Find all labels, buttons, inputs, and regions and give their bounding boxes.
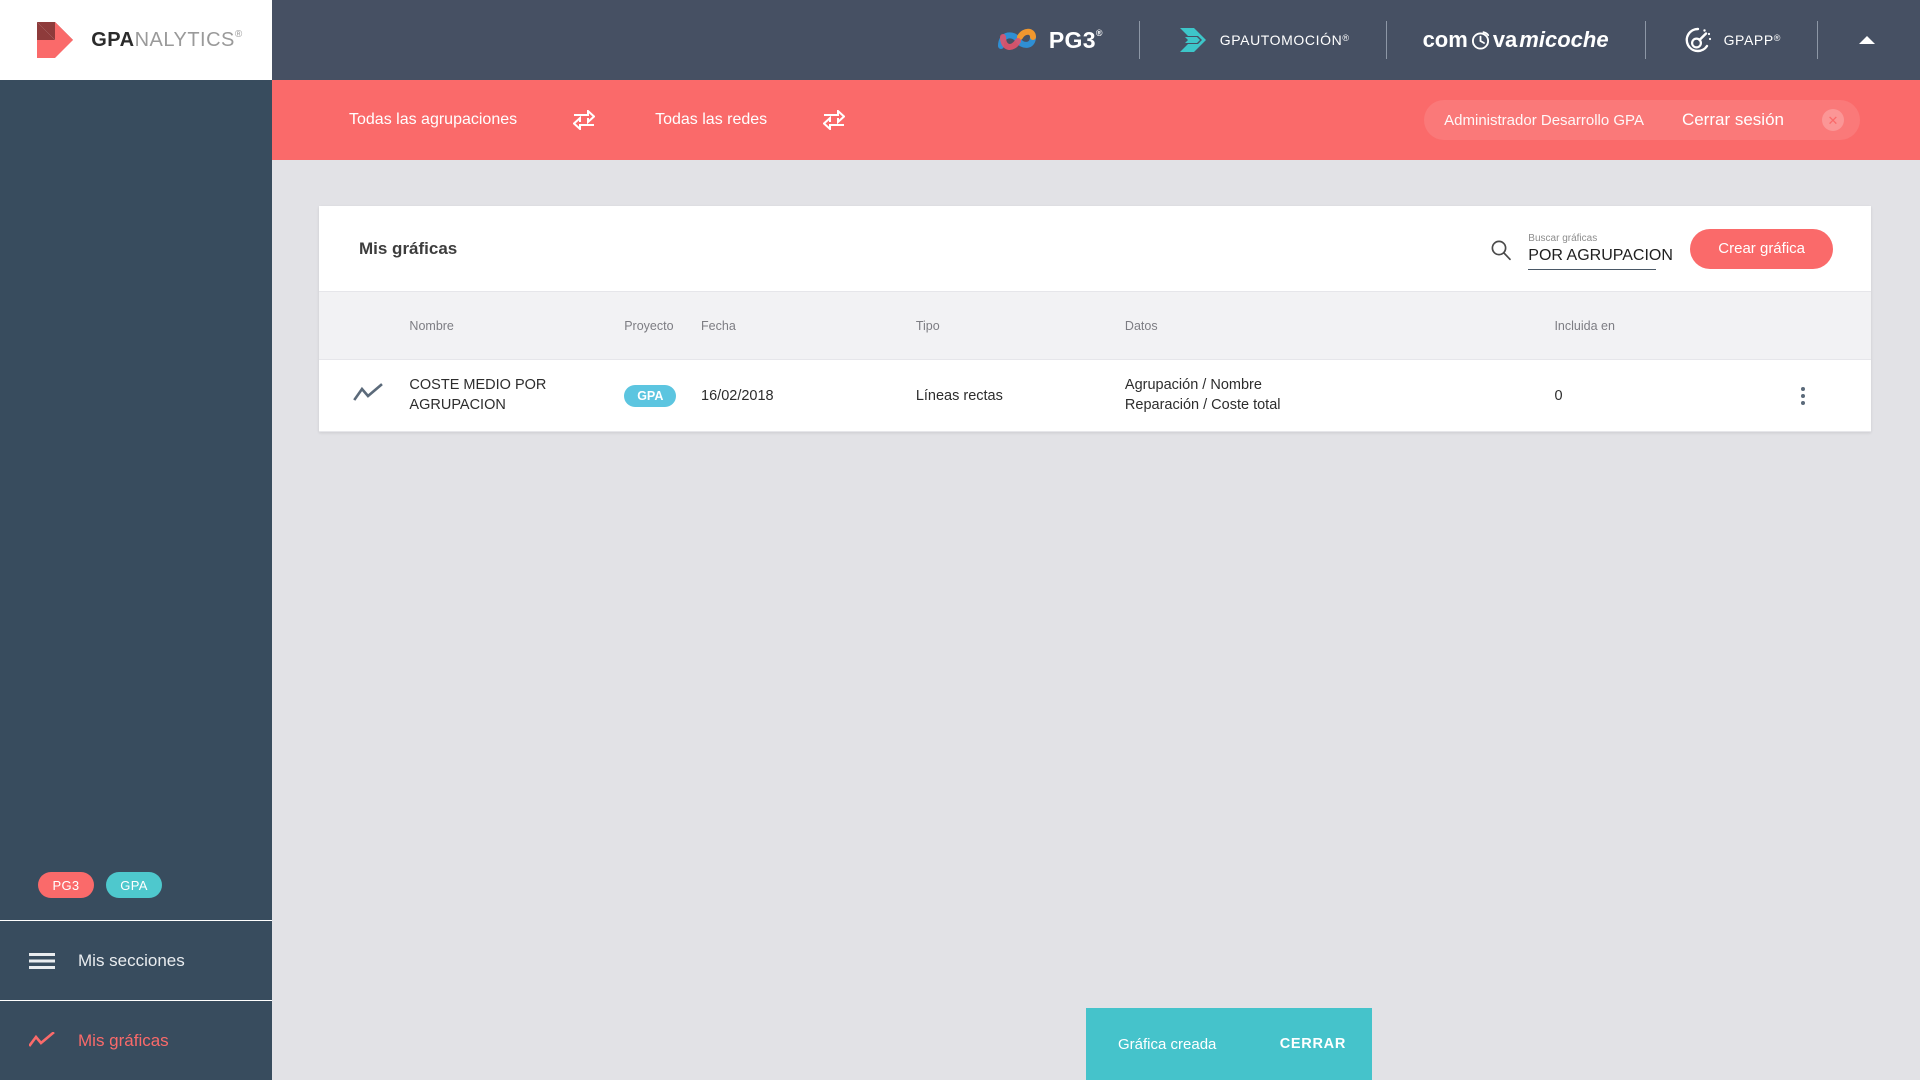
logout-button[interactable]: Cerrar sesión	[1681, 110, 1784, 129]
column-header-datos[interactable]: Datos	[1124, 291, 1555, 360]
caret-up-icon	[1859, 36, 1875, 44]
card-header-actions: Buscar gráficas POR AGRUPACION Crear grá…	[1490, 227, 1871, 270]
status-badge: GPA	[624, 384, 677, 407]
brand-gpautomocion[interactable]: GPAUTOMOCIÓN ®	[1140, 25, 1386, 55]
search-group: Buscar gráficas POR AGRUPACION	[1490, 227, 1673, 270]
row-actions-cell	[1735, 360, 1871, 432]
brand-separator	[1138, 21, 1140, 59]
gpanalytics-mark-icon	[37, 22, 74, 58]
sidebar: GPA NALYTICS ® PG3 GPA Mis secciones	[0, 0, 272, 1080]
sidebar-badge-pg3[interactable]: PG3	[38, 872, 94, 898]
session-user-label: Administrador Desarrollo GPA	[1444, 111, 1644, 129]
line-chart-icon	[353, 382, 383, 409]
top-bar: PG3 ® GPAUTOMOCIÓN ® com	[272, 0, 1920, 80]
row-datos-line-1: Agrupación / Nombre	[1124, 377, 1262, 394]
row-proyecto-cell: GPA	[624, 360, 701, 432]
brand-separator	[1817, 21, 1818, 59]
column-header-fecha[interactable]: Fecha	[701, 291, 916, 360]
table-body: COSTE MEDIO POR AGRUPACION GPA 16/02/201…	[319, 359, 1871, 432]
gpanalytics-logo: GPA NALYTICS ®	[29, 18, 243, 62]
page-title: Mis gráficas	[359, 238, 458, 258]
swap-icon	[823, 110, 846, 130]
brand-separator	[1644, 21, 1646, 59]
row-datos-line-2: Reparación / Coste total	[1124, 396, 1281, 413]
brand-pg3[interactable]: PG3 ®	[961, 25, 1139, 55]
row-incluida-en: 0	[1554, 387, 1563, 404]
search-input[interactable]: POR AGRUPACION	[1528, 247, 1673, 270]
sidebar-item-label-mis-secciones: Mis secciones	[78, 950, 185, 970]
close-circle-icon[interactable]: ✕	[1822, 109, 1844, 131]
collapse-topbar-button[interactable]	[1818, 34, 1920, 46]
kebab-menu-icon[interactable]	[1735, 386, 1871, 405]
logo-text-light: NALYTICS	[134, 28, 235, 51]
brand-label-pg3: PG3 ®	[1048, 26, 1103, 53]
column-header-tipo[interactable]: Tipo	[915, 291, 1125, 360]
swap-icon	[573, 110, 596, 130]
row-nombre: COSTE MEDIO POR AGRUPACION	[409, 377, 547, 413]
graficas-table: Nombre Proyecto Fecha Tipo Datos Incluid…	[319, 291, 1871, 432]
search-icon[interactable]	[1490, 239, 1512, 270]
column-header-actions	[1735, 291, 1871, 360]
brand-separator	[1385, 21, 1387, 59]
vamicoche-clock-icon	[1471, 30, 1489, 50]
sidebar-logo[interactable]: GPA NALYTICS ®	[0, 0, 272, 80]
filter-agrupaciones[interactable]: Todas las agrupaciones	[349, 110, 596, 130]
search-field[interactable]: Buscar gráficas POR AGRUPACION	[1528, 227, 1673, 270]
sidebar-item-mis-graficas[interactable]: Mis gráficas	[0, 1000, 272, 1080]
line-chart-icon	[28, 1031, 56, 1050]
snackbar-message: Gráfica creada	[1118, 1035, 1217, 1053]
gpautomocion-arrow-icon	[1179, 28, 1206, 52]
column-header-nombre[interactable]: Nombre	[409, 291, 625, 360]
sidebar-badge-gpa[interactable]: GPA	[106, 872, 162, 898]
filter-redes-label: Todas las redes	[655, 111, 768, 128]
hamburger-icon	[28, 952, 56, 970]
crear-grafica-button[interactable]: Crear gráfica	[1690, 228, 1833, 269]
main-content: Mis gráficas Buscar gráficas POR AGRUPAC…	[272, 160, 1920, 1080]
column-header-incluida-en[interactable]: Incluida en	[1554, 291, 1736, 360]
gpapp-gauge-icon	[1685, 27, 1711, 53]
snackbar-close-button[interactable]: CERRAR	[1279, 1036, 1346, 1052]
snackbar: Gráfica creada CERRAR	[1086, 1008, 1372, 1080]
logo-registered-mark: ®	[234, 28, 243, 40]
row-chart-type-icon-cell	[319, 360, 409, 432]
row-datos: Agrupación / Nombre Reparación / Coste t…	[1125, 360, 1555, 432]
card-header: Mis gráficas Buscar gráficas POR AGRUPAC…	[319, 206, 1871, 291]
sidebar-spacer	[0, 80, 272, 872]
brand-label-comovamicoche: com va micoche	[1422, 27, 1609, 52]
sidebar-item-mis-secciones[interactable]: Mis secciones	[0, 920, 272, 1000]
row-fecha: 16/02/2018	[701, 387, 774, 404]
search-input-label: Buscar gráficas	[1528, 233, 1598, 244]
mis-graficas-card: Mis gráficas Buscar gráficas POR AGRUPAC…	[319, 206, 1871, 432]
sidebar-item-label-mis-graficas: Mis gráficas	[78, 1030, 169, 1050]
filter-bar: Todas las agrupaciones Todas las redes A…	[272, 80, 1920, 160]
sidebar-project-badges: PG3 GPA	[0, 872, 272, 920]
brand-gpapp[interactable]: GPAPP ®	[1646, 25, 1817, 55]
filter-agrupaciones-label: Todas las agrupaciones	[349, 111, 518, 128]
column-header-proyecto[interactable]: Proyecto	[624, 291, 702, 360]
brand-switcher: PG3 ® GPAUTOMOCIÓN ® com	[961, 21, 1920, 59]
session-container: Administrador Desarrollo GPA Cerrar sesi…	[1424, 100, 1860, 140]
brand-comovamicoche[interactable]: com va micoche	[1387, 27, 1645, 53]
brand-label-gpapp: GPAPP ®	[1723, 32, 1781, 48]
column-header-icon	[319, 291, 410, 360]
filter-redes[interactable]: Todas las redes	[655, 110, 846, 130]
table-row[interactable]: COSTE MEDIO POR AGRUPACION GPA 16/02/201…	[319, 359, 1871, 432]
row-tipo: Líneas rectas	[915, 387, 1003, 404]
pg3-infinity-icon	[997, 28, 1036, 50]
logo-text-bold: GPA	[91, 28, 135, 51]
brand-label-gpautomocion: GPAUTOMOCIÓN ®	[1219, 32, 1350, 48]
search-input-value: POR AGRUPACION	[1528, 247, 1673, 264]
table-header-row: Nombre Proyecto Fecha Tipo Datos Incluid…	[319, 291, 1871, 360]
table-head: Nombre Proyecto Fecha Tipo Datos Incluid…	[319, 291, 1871, 360]
